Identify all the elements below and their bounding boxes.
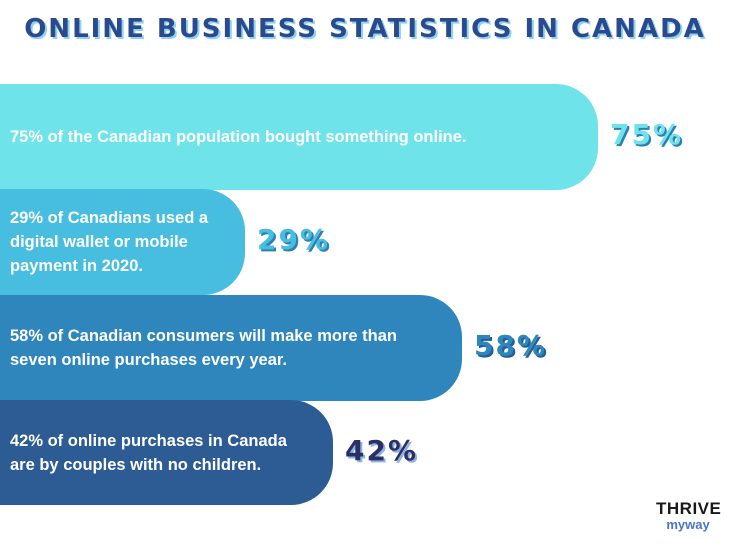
bar-75-percent: 75% of the Canadian population bought so… [0,84,598,190]
bar-label: 29% of Canadians used a digital wallet o… [10,209,209,275]
value-label: 58% [474,329,548,362]
value-label: 42% [345,434,419,467]
bar-label: 42% of online purchases in Canada are by… [10,431,287,474]
value-label: 75% [610,118,684,151]
brand-logo: THRIVE myway [656,499,722,532]
bar-58-percent: 58% of Canadian consumers will make more… [0,295,462,401]
bar-label: 75% of the Canadian population bought so… [10,128,467,146]
bar-label: 58% of Canadian consumers will make more… [10,327,397,369]
bar-42-percent: 42% of online purchases in Canada are by… [0,400,333,505]
logo-top-text: THRIVE [656,499,722,518]
logo-bottom-text: myway [666,517,710,532]
bar-29-percent: 29% of Canadians used a digital wallet o… [0,189,245,295]
page-title: ONLINE BUSINESS STATISTICS IN CANADA [24,14,706,44]
value-label: 29% [257,223,331,256]
